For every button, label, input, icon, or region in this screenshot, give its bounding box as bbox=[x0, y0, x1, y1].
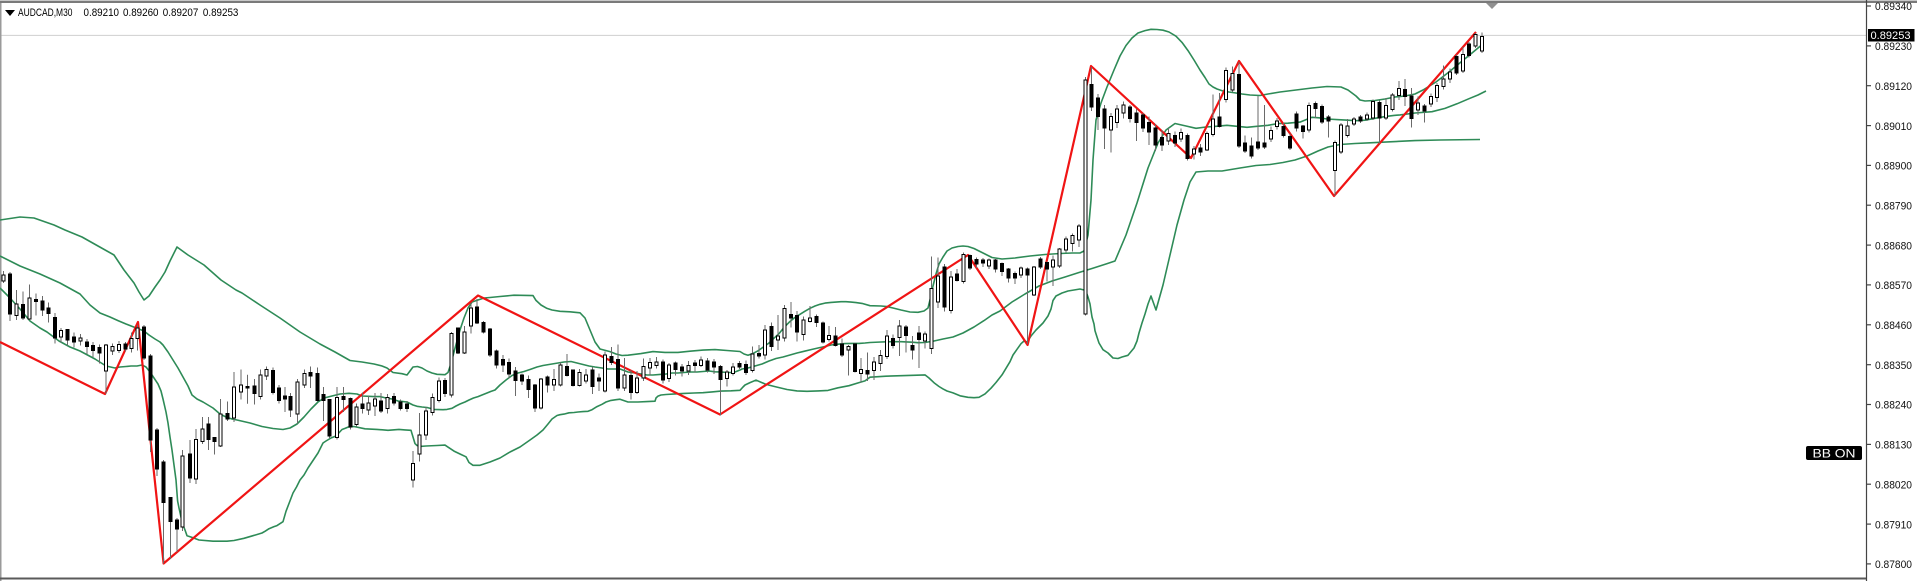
svg-text:0.89210: 0.89210 bbox=[84, 7, 120, 19]
svg-text:0.88680: 0.88680 bbox=[1875, 240, 1912, 252]
svg-text:0.89010: 0.89010 bbox=[1875, 121, 1912, 133]
svg-text:0.89120: 0.89120 bbox=[1875, 81, 1912, 93]
svg-text:0.88130: 0.88130 bbox=[1875, 440, 1912, 452]
svg-text:0.88790: 0.88790 bbox=[1875, 200, 1912, 212]
svg-text:0.88900: 0.88900 bbox=[1875, 161, 1912, 173]
svg-text:0.88240: 0.88240 bbox=[1875, 400, 1912, 412]
svg-text:0.89207: 0.89207 bbox=[163, 7, 199, 19]
svg-text:0.89260: 0.89260 bbox=[123, 7, 159, 19]
svg-text:0.89253: 0.89253 bbox=[1871, 30, 1911, 42]
svg-text:0.88020: 0.88020 bbox=[1875, 479, 1912, 491]
svg-text:0.89340: 0.89340 bbox=[1875, 1, 1912, 13]
svg-text:BB ON: BB ON bbox=[1813, 446, 1856, 460]
svg-text:0.89253: 0.89253 bbox=[203, 7, 239, 19]
svg-text:0.88460: 0.88460 bbox=[1875, 320, 1912, 332]
svg-text:0.89230: 0.89230 bbox=[1875, 41, 1912, 53]
svg-text:0.87800: 0.87800 bbox=[1875, 559, 1912, 571]
svg-text:AUDCAD,M30: AUDCAD,M30 bbox=[18, 7, 73, 19]
svg-text:0.88350: 0.88350 bbox=[1875, 360, 1912, 372]
svg-text:0.88570: 0.88570 bbox=[1875, 280, 1912, 292]
svg-text:0.87910: 0.87910 bbox=[1875, 519, 1912, 531]
